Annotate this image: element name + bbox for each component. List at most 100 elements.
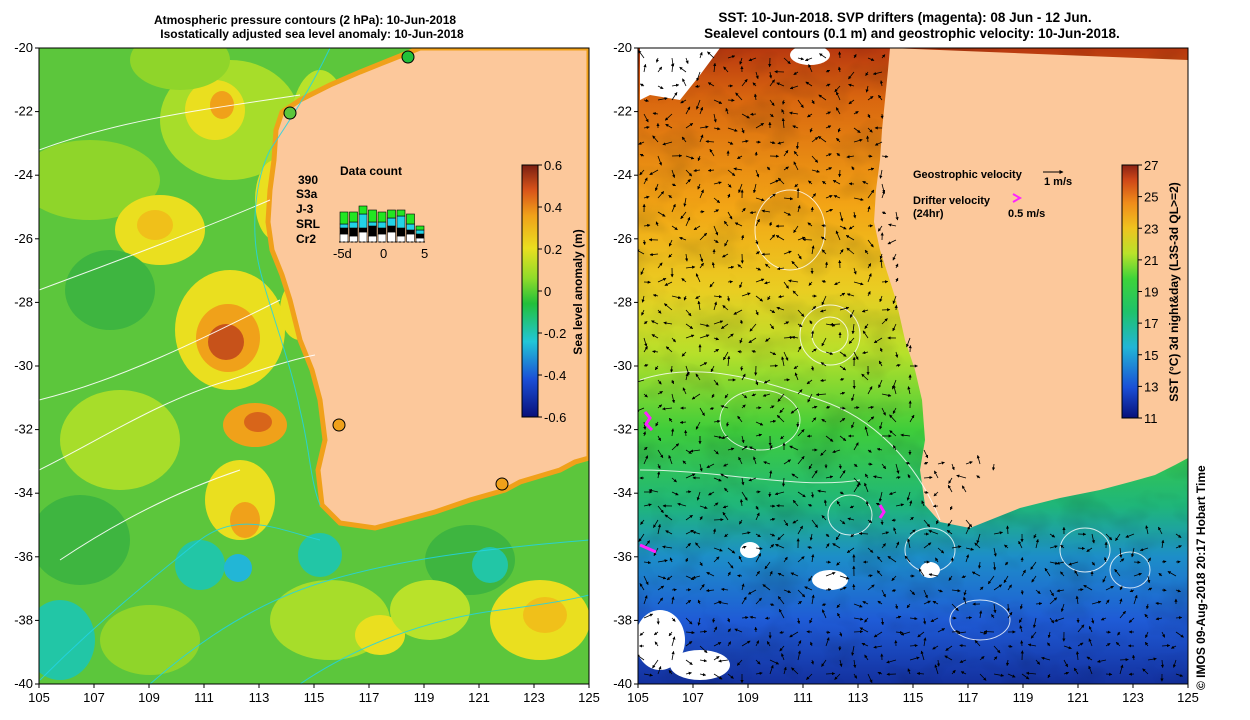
velocity-arrow [727,169,736,177]
colorbar-tick-label: 0.6 [544,158,562,173]
velocity-arrow [706,572,715,577]
velocity-arrow [1161,631,1166,638]
x-tick-label: 121 [468,690,490,705]
velocity-arrow [886,659,897,664]
velocity-arrow [721,587,729,592]
velocity-arrow [838,51,842,59]
velocity-arrow [681,278,687,283]
velocity-arrow [685,216,691,227]
velocity-arrow [867,584,875,591]
velocity-arrow [671,443,680,451]
velocity-arrow [769,141,776,145]
velocity-arrow [979,586,984,591]
velocity-arrow [877,600,883,605]
velocity-arrow [780,435,785,440]
velocity-arrow [643,223,651,228]
velocity-arrow [752,82,757,87]
velocity-arrow [727,211,733,220]
y-tick-label: -22 [613,104,632,119]
velocity-arrow [739,519,743,525]
velocity-arrow [695,295,701,300]
velocity-arrow [769,659,780,665]
velocity-arrow [1091,533,1095,544]
velocity-arrow [755,71,759,80]
velocity-arrow [699,125,709,129]
velocity-arrow [749,323,757,332]
velocity-arrow [849,505,855,509]
velocity-arrow [741,113,750,119]
velocity-arrow [1060,571,1065,577]
data-count-bar-segment [406,223,415,231]
velocity-arrow [850,533,855,538]
velocity-arrow [1027,643,1037,647]
velocity-arrow [699,561,703,567]
velocity-arrow [851,323,855,335]
velocity-arrow [765,337,771,342]
tide-gauge-marker [401,50,415,64]
velocity-arrow [783,197,794,201]
velocity-arrow [821,602,827,606]
right-map: Geostrophic velocity 1 m/s Drifter veloc… [638,48,1188,684]
velocity-arrow [713,239,719,244]
velocity-arrow [838,463,842,470]
data-count-total: 390 [298,173,318,187]
velocity-arrow [670,365,674,373]
velocity-arrow [821,337,827,347]
velocity-arrow [797,589,806,598]
velocity-arrow [811,136,819,143]
velocity-arrow [749,615,757,619]
velocity-arrow [699,253,704,263]
velocity-arrow [821,224,827,228]
velocity-arrow [892,384,897,395]
velocity-arrow [643,346,648,353]
x-tick-label: 109 [138,690,160,705]
velocity-arrow [671,596,675,605]
velocity-arrow [909,656,920,661]
velocity-arrow [1047,631,1051,639]
velocity-arrow [909,516,914,521]
velocity-arrow [677,502,687,507]
velocity-arrow [695,373,701,381]
data-count-bar-segment [396,227,406,237]
velocity-arrow [1132,654,1136,661]
bathymetry-contours [39,48,589,684]
velocity-arrow [1035,589,1041,595]
satellite-label-j3: J-3 [296,202,314,216]
velocity-arrow [775,235,785,241]
velocity-arrow [713,547,723,552]
velocity-arrow [643,560,652,565]
velocity-arrow [817,135,827,143]
velocity-arrow [727,447,735,451]
velocity-arrow [769,179,779,185]
velocity-arrow [881,154,889,159]
velocity-arrow [1119,558,1125,563]
y-tick-label: -26 [613,231,632,246]
velocity-arrow [727,183,732,188]
velocity-arrow [713,655,720,661]
velocity-arrow [811,554,815,563]
velocity-arrow [657,404,663,409]
velocity-arrow [783,556,788,563]
velocity-arrow [853,603,863,608]
velocity-arrow [783,166,789,171]
velocity-arrow [783,149,789,157]
velocity-arrow [961,575,967,579]
velocity-arrow [1131,547,1135,558]
velocity-arrow [851,421,855,429]
velocity-arrow [867,405,874,410]
velocity-arrow [976,475,981,479]
velocity-arrow [811,594,815,605]
velocity-arrow [895,351,899,358]
y-tick-label: -28 [14,294,33,309]
velocity-arrow [671,393,676,404]
velocity-arrow [651,334,659,339]
velocity-arrow [1133,594,1138,605]
velocity-arrow [741,531,751,535]
velocity-arrow [741,207,746,213]
velocity-arrow [1091,617,1095,624]
velocity-arrow [1049,597,1058,605]
velocity-arrow [878,360,883,367]
velocity-arrow [783,321,790,325]
velocity-arrow [993,645,1001,654]
velocity-arrow [685,542,691,549]
